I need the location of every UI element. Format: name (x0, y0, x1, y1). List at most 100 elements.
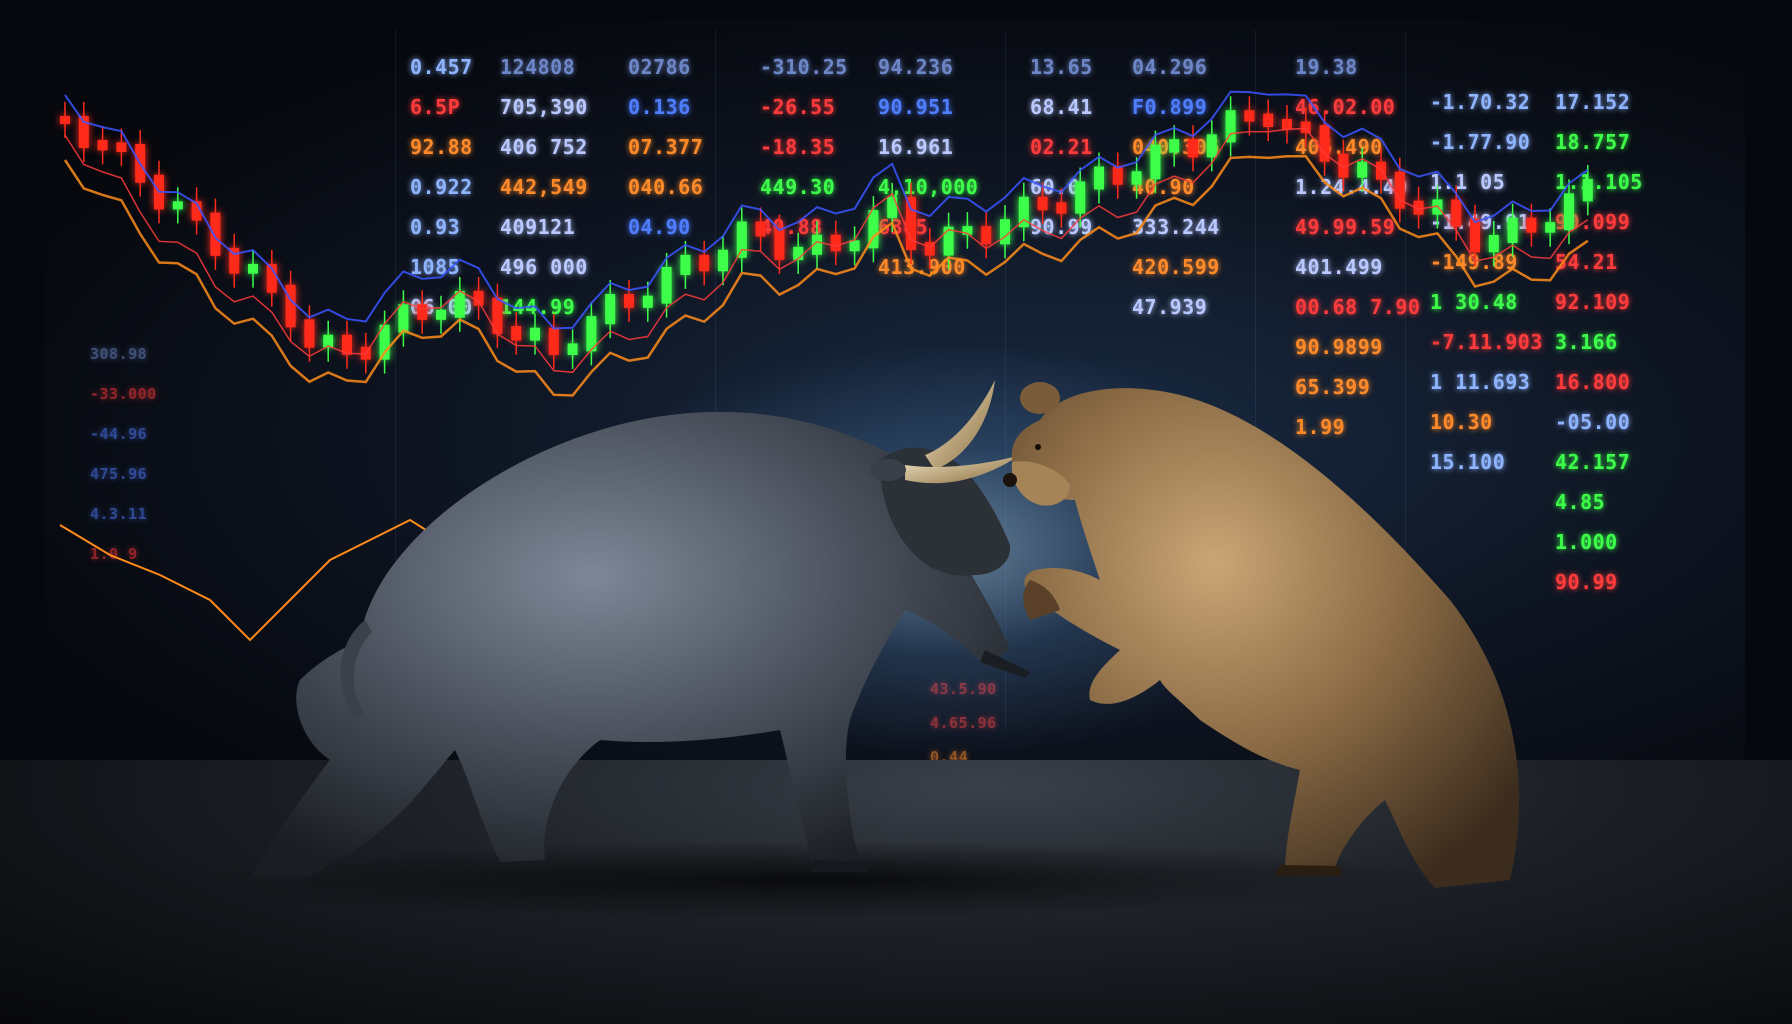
candle-body (398, 304, 409, 333)
ticker-value: 49.99.59 (1295, 215, 1396, 239)
ticker-value: 1.1 05 (1430, 170, 1506, 194)
ticker-value: 54.21 (1555, 250, 1618, 274)
ticker-value: 0.922 (410, 175, 473, 199)
ticker-value: -05.00 (1555, 410, 1631, 434)
bull-hoof-front (810, 860, 870, 872)
candle-body (924, 242, 935, 256)
candle-body (718, 249, 728, 272)
ticker-value: 475.96 (90, 465, 148, 483)
candle-body (97, 140, 108, 151)
ticker-value: 00.68 7.90 (1295, 295, 1421, 319)
candle-body (1244, 110, 1255, 122)
ticker-value: 16.961 (878, 135, 954, 159)
candle-body (943, 226, 954, 256)
ticker-value: -149.89 (1430, 250, 1518, 274)
candle-body (1131, 171, 1142, 185)
bull-horn-front (905, 455, 1020, 484)
candle-body (1507, 217, 1518, 243)
candle-body (1338, 153, 1349, 178)
ticker-value: 0.136 (628, 95, 691, 119)
candle-body (605, 293, 616, 325)
bear-nose (1003, 473, 1017, 487)
candle-body (1282, 119, 1292, 130)
ticker-value: -1.77.90 (1430, 130, 1531, 154)
candle-body (1582, 179, 1593, 202)
ticker-value: 1.000 (1555, 530, 1618, 554)
candle-body (1169, 139, 1180, 153)
ticker-value: 18.757 (1555, 130, 1631, 154)
candle-body (1075, 181, 1086, 214)
bull-figure (245, 380, 1030, 886)
ticker-value: 02786 (628, 55, 691, 79)
candle-body (868, 210, 879, 249)
candle-body (830, 234, 841, 252)
bear-body (1011, 388, 1520, 888)
candle-body (285, 284, 296, 328)
candle-body (1488, 234, 1499, 253)
candle-body (1225, 110, 1236, 143)
ticker-value: -310.25 (760, 55, 848, 79)
candle-body (210, 212, 221, 256)
trend-line-red (64, 127, 1589, 374)
candle-body (906, 196, 916, 251)
ticker-value: 4.85 (1555, 490, 1606, 514)
candle-body (680, 254, 691, 275)
ticker-value: 13.65 (1030, 55, 1093, 79)
candle-body (1564, 193, 1574, 231)
ticker-value: 90.951 (878, 95, 954, 119)
ticker-value: -26.55 (760, 95, 836, 119)
ticker-value: -1.70.32 (1430, 90, 1531, 114)
ticker-value: 94.236 (878, 55, 954, 79)
candle-body (342, 334, 352, 355)
bear-snout (1011, 461, 1070, 506)
candle-body (229, 247, 240, 274)
candle-body (774, 228, 785, 260)
candle-body (661, 266, 672, 304)
bull-tail (340, 620, 372, 720)
candle-body (1188, 139, 1198, 158)
candle-body (755, 221, 766, 237)
ticker-value: 4.3.11 (90, 505, 148, 523)
ticker-value: 040.66 (628, 175, 704, 199)
trend-line-blue (64, 90, 1589, 330)
bear-paw (1023, 580, 1060, 620)
candle-body (1376, 161, 1386, 180)
candle-body (642, 295, 653, 308)
candle-body (793, 246, 804, 260)
candle-body (172, 201, 183, 210)
candle-body (1526, 217, 1537, 233)
bear-eye (1035, 444, 1041, 450)
board-divider (395, 30, 396, 730)
candle-body (1451, 199, 1462, 227)
ticker-value: 17.152 (1555, 90, 1631, 114)
ticker-value: 3.166 (1555, 330, 1618, 354)
ticker-value: 449.30 (760, 175, 836, 199)
ticker-value: 10.30 (1430, 410, 1493, 434)
ticker-value: 308.98 (90, 345, 148, 363)
bear-figure (1003, 382, 1520, 888)
ticker-value: 124808 (500, 55, 576, 79)
candle-body (323, 334, 334, 348)
ticker-value: 15.100 (1430, 450, 1506, 474)
candle-body (1056, 202, 1067, 214)
candle-body (1206, 134, 1217, 158)
ticker-value: -33.000 (90, 385, 157, 403)
ticker-value: 04.296 (1132, 55, 1208, 79)
candle-body (1263, 113, 1274, 128)
candle-body (887, 196, 898, 219)
candle-body (473, 290, 484, 306)
board-divider (1405, 30, 1406, 730)
candle-body (1000, 219, 1010, 245)
candle-body (981, 226, 992, 245)
candle-body (191, 201, 202, 221)
candle-body (624, 293, 634, 308)
ticker-value: 90.99 (1555, 570, 1618, 594)
candle-body (1545, 222, 1556, 233)
trend-line-lower (59, 518, 451, 642)
candle-body (586, 316, 597, 352)
bear-foot (1275, 865, 1342, 876)
candle-body (548, 327, 559, 355)
candle-body (1300, 121, 1311, 134)
candle-body (304, 319, 315, 348)
ticker-value: -44.96 (90, 425, 148, 443)
